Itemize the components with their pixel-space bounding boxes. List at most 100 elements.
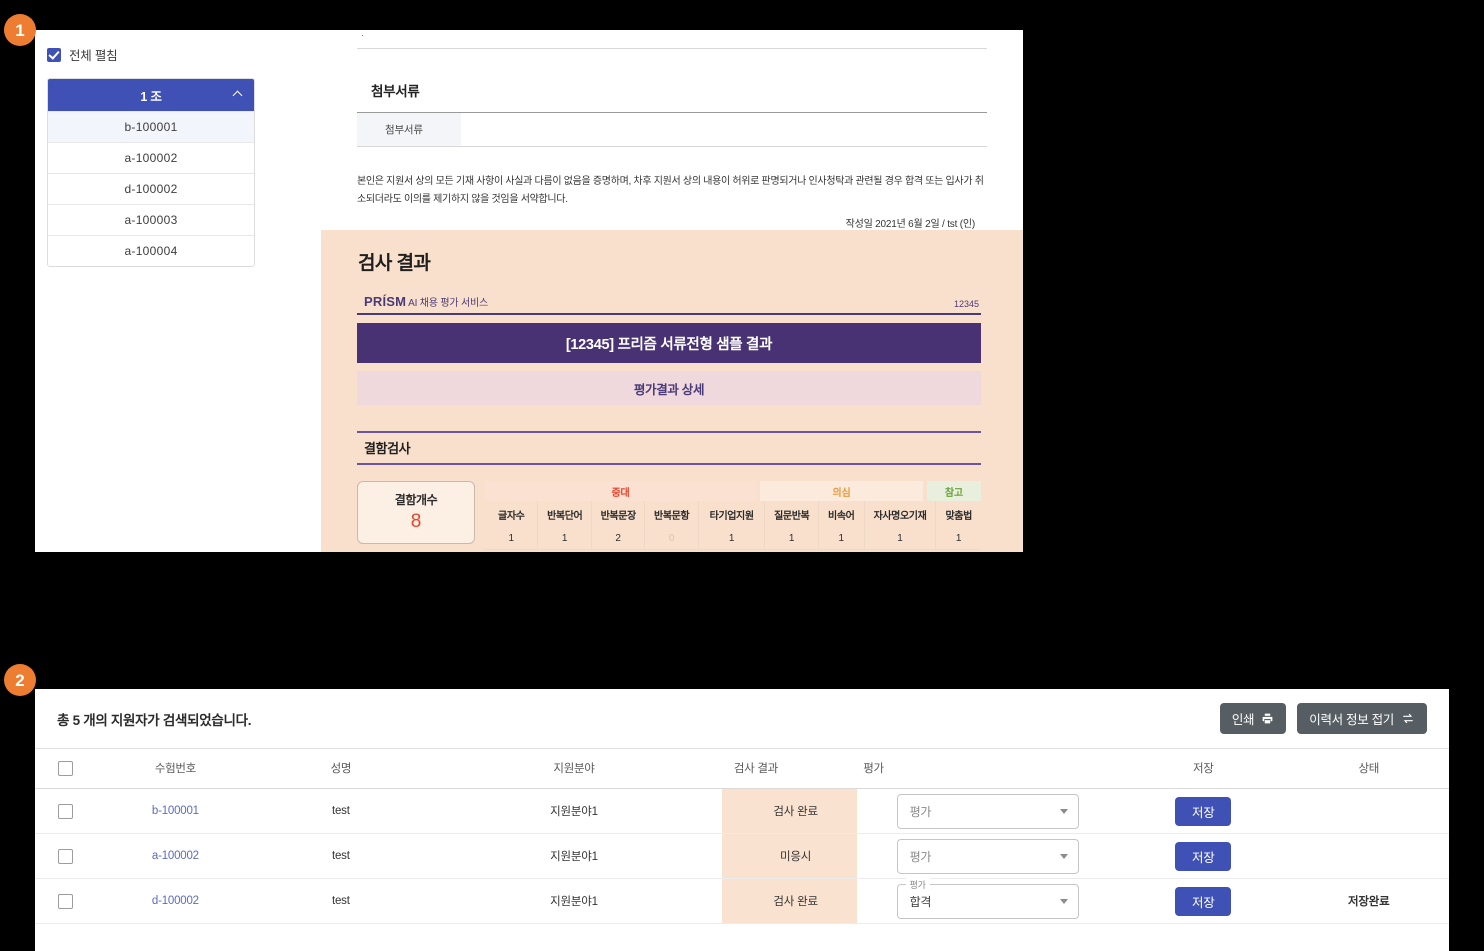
sidebar-item-a-100003[interactable]: a-100003 xyxy=(48,204,254,235)
evaluation-select-value: 평가 xyxy=(909,849,932,864)
table-row[interactable]: a-100002 test 지원분야1 미응시 평가 xyxy=(35,833,1449,879)
sidebar-item-label: a-100004 xyxy=(124,244,178,258)
expand-all-checkbox[interactable] xyxy=(47,47,61,62)
row-checkbox[interactable] xyxy=(57,893,73,909)
pledge-text: 본인은 지원서 상의 모든 기재 사항이 사실과 다름이 없음을 증명하며, 차… xyxy=(357,176,984,205)
row-checkbox[interactable] xyxy=(57,803,73,819)
row-save-cell[interactable]: 저장 xyxy=(1118,878,1289,924)
evaluation-select-box[interactable]: 평가 xyxy=(896,838,1079,874)
defect-val-5: 1 xyxy=(765,527,819,549)
row-name-cell: test xyxy=(255,878,427,924)
expand-all-row[interactable]: 전체 펼침 xyxy=(41,42,321,64)
row-checkbox[interactable] xyxy=(57,848,73,864)
evaluation-select[interactable]: 평가 xyxy=(896,838,1079,874)
sidebar-item-b-100001[interactable]: b-100001 xyxy=(48,111,254,142)
evaluation-select-float-label: 평가 xyxy=(905,877,930,891)
report-subheadline: 평가결과 상세 xyxy=(357,371,981,405)
exam-no-link[interactable]: a-100002 xyxy=(151,850,199,862)
attachments-top-rule xyxy=(357,112,987,113)
exam-no-link[interactable]: d-100002 xyxy=(151,895,199,907)
attachments-row: 첨부서류 xyxy=(357,113,987,147)
defect-count-label: 결함개수 xyxy=(394,493,438,507)
row-evaluation-cell[interactable]: 평가 xyxy=(857,833,1119,879)
defect-col-5: 질문반복 xyxy=(765,501,819,527)
save-button[interactable]: 저장 xyxy=(1175,841,1232,871)
row-save-cell[interactable]: 저장 xyxy=(1118,788,1289,834)
print-button-label: 인쇄 xyxy=(1231,713,1255,727)
defect-val-8: 1 xyxy=(955,532,962,544)
row-save-cell[interactable]: 저장 xyxy=(1118,833,1289,879)
row-evaluation-cell[interactable]: 평가 xyxy=(857,788,1119,834)
chevron-down-icon xyxy=(1059,853,1068,859)
header-evaluation: 평가 xyxy=(857,748,1119,789)
row-exam-no-cell[interactable]: a-100002 xyxy=(95,833,256,879)
defect-col-6: 비속어 xyxy=(819,501,865,527)
row-state-cell xyxy=(1288,788,1449,834)
applicants-table: 수험번호 성명 지원분야 검사 결과 평가 저장 상태 b-100001 xyxy=(35,748,1449,924)
defect-val-0: 1 xyxy=(485,527,539,549)
applicant-list-panel: 총 5 개의 지원자가 검색되었습니다. 인쇄 이력서 정보 접기 xyxy=(35,689,1449,951)
defect-group-suspect: 의심 xyxy=(760,481,923,501)
collapse-button-label: 이력서 정보 접기 xyxy=(1309,713,1394,727)
row-state-cell: 저장완료 xyxy=(1288,878,1449,924)
sidebar-item-a-100004[interactable]: a-100004 xyxy=(48,235,254,266)
collapse-resume-info-button[interactable]: 이력서 정보 접기 xyxy=(1297,703,1427,734)
row-name-cell: test xyxy=(255,788,427,834)
row-evaluation-cell[interactable]: 합격 평가 xyxy=(857,877,1119,924)
header-state: 상태 xyxy=(1288,748,1449,789)
defect-col-2: 반복문장 xyxy=(592,501,646,527)
defect-group-row: 중대 의심 참고 xyxy=(485,481,981,501)
sidebar-item-a-100002[interactable]: a-100002 xyxy=(48,142,254,173)
header-result: 검사 결과 xyxy=(721,748,858,789)
row-field-cell: 지원분야1 xyxy=(426,788,722,834)
report-headline: [12345] 프리즘 서류전형 샘플 결과 xyxy=(357,323,981,363)
select-all-checkbox[interactable] xyxy=(57,760,73,776)
exam-no-link[interactable]: b-100001 xyxy=(151,805,199,817)
defect-value-row: 1 1 2 0 1 1 1 1 1 xyxy=(485,527,981,550)
report-code: 12345 xyxy=(953,299,979,309)
defect-col-0: 글자수 xyxy=(485,501,539,527)
evaluation-select[interactable]: 합격 평가 xyxy=(896,877,1079,919)
header-select-all[interactable] xyxy=(35,748,96,789)
defect-val-7: 1 xyxy=(865,527,937,549)
prism-logo-sub: AI 채용 평가 서비스 xyxy=(408,298,488,309)
row-field-cell: 지원분야1 xyxy=(426,878,722,924)
table-row[interactable]: d-100002 test 지원분야1 검사 완료 합격 평가 xyxy=(35,877,1449,924)
defect-table-clipped-row xyxy=(485,550,981,552)
header-exam-no: 수험번호 xyxy=(95,748,256,789)
defect-column-row: 글자수 반복단어 반복문장 반복문항 타기업지원 질문반복 비속어 자사명오기재… xyxy=(485,501,981,527)
chevron-up-icon xyxy=(232,90,243,101)
header-name: 성명 xyxy=(255,748,427,789)
row-checkbox-cell[interactable] xyxy=(35,788,96,834)
row-checkbox-cell[interactable] xyxy=(35,878,96,924)
row-checkbox-cell[interactable] xyxy=(35,833,96,879)
table-row[interactable]: b-100001 test 지원분야1 검사 완료 평가 xyxy=(35,788,1449,834)
expand-all-label: 전체 펼침 xyxy=(69,49,118,63)
toolbar-buttons: 인쇄 이력서 정보 접기 xyxy=(1219,703,1427,734)
row-exam-no-cell[interactable]: d-100002 xyxy=(95,878,256,924)
defect-group-major: 중대 xyxy=(485,481,757,501)
row-field-cell: 지원분야1 xyxy=(426,833,722,879)
row-exam-no-cell[interactable]: b-100001 xyxy=(95,788,256,834)
defect-col-8: 맞춤법 xyxy=(945,510,972,522)
attachments-row-label: 첨부서류 xyxy=(357,113,461,146)
evaluation-select-box[interactable]: 평가 xyxy=(896,793,1079,829)
evaluation-select-value: 합격 xyxy=(909,894,932,909)
defect-section-header: 결함검사 xyxy=(357,431,981,465)
save-button[interactable]: 저장 xyxy=(1175,886,1232,916)
test-result-report: 검사 결과 PRÍSM AI 채용 평가 서비스 12345 [12345] 프… xyxy=(321,230,1023,552)
attachments-heading: 첨부서류 xyxy=(371,84,420,99)
swap-arrows-icon xyxy=(1401,712,1415,725)
defect-col-4: 타기업지원 xyxy=(699,501,766,527)
group-header-1jo[interactable]: 1 조 xyxy=(48,79,254,111)
defect-val-1: 1 xyxy=(538,527,592,549)
save-button[interactable]: 저장 xyxy=(1175,796,1232,826)
chevron-down-icon xyxy=(1059,808,1068,814)
table-header-row: 수험번호 성명 지원분야 검사 결과 평가 저장 상태 xyxy=(35,748,1449,789)
sidebar-item-label: b-100001 xyxy=(124,120,178,134)
sidebar-item-d-100002[interactable]: d-100002 xyxy=(48,173,254,204)
defect-group-reference: 참고 xyxy=(926,481,981,501)
print-button[interactable]: 인쇄 xyxy=(1219,703,1287,734)
defect-tail-right xyxy=(733,550,981,552)
evaluation-select[interactable]: 평가 xyxy=(896,793,1079,829)
